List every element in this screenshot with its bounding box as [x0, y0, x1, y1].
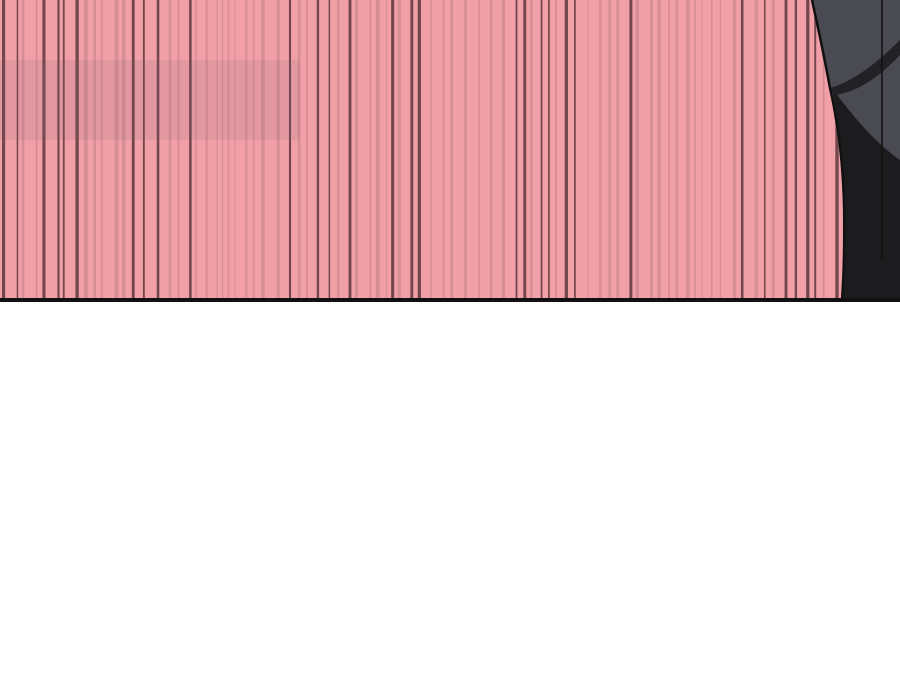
- stripe: [252, 0, 255, 298]
- stripe: [763, 0, 766, 298]
- stripe: [168, 0, 172, 298]
- stripe: [668, 0, 671, 298]
- stripe: [701, 0, 703, 298]
- stripe: [114, 0, 119, 298]
- stripe: [784, 0, 788, 298]
- comic-panel: [0, 0, 900, 302]
- stripe: [21, 0, 25, 298]
- stripe: [555, 0, 557, 298]
- stripe: [675, 0, 679, 298]
- background-shading: [0, 60, 300, 140]
- stripe: [564, 0, 568, 298]
- stripe: [375, 0, 380, 298]
- stripe: [216, 0, 218, 298]
- stripe: [62, 0, 65, 298]
- stripe: [42, 0, 46, 298]
- stripe: [740, 0, 744, 298]
- stripe: [710, 0, 713, 298]
- stripe: [195, 0, 197, 298]
- panel-artwork: [0, 0, 900, 302]
- stripe: [385, 0, 388, 298]
- stripe: [754, 0, 759, 298]
- stripe: [234, 0, 236, 298]
- stripe: [629, 0, 633, 298]
- dark-figure-shadow: [832, 88, 900, 300]
- blank-gutter: [0, 302, 900, 700]
- stripe: [57, 0, 60, 298]
- stripe: [429, 0, 432, 298]
- cloth-fold: [830, 40, 900, 95]
- stripe: [464, 0, 467, 298]
- stripe: [450, 0, 454, 298]
- stripe: [316, 0, 320, 298]
- stripe: [35, 0, 38, 298]
- stripe: [75, 0, 79, 298]
- stripe: [771, 0, 775, 298]
- stripe: [489, 0, 493, 298]
- stripe: [657, 0, 661, 298]
- stripe: [814, 0, 817, 298]
- stripe: [529, 0, 533, 298]
- stripe: [442, 0, 445, 298]
- stripe: [397, 0, 401, 298]
- stripe: [131, 0, 135, 298]
- stripe: [548, 0, 550, 298]
- stripe: [608, 0, 612, 298]
- stripe: [694, 0, 696, 298]
- stripe: [276, 0, 280, 298]
- stripe: [540, 0, 543, 298]
- stripe: [587, 0, 589, 298]
- stripe: [478, 0, 480, 298]
- stripe: [391, 0, 395, 298]
- panel-border: [0, 298, 900, 302]
- stripe: [719, 0, 722, 298]
- stripe: [806, 0, 810, 298]
- stripe: [598, 0, 602, 298]
- stripe: [121, 0, 126, 298]
- stripe: [306, 0, 308, 298]
- stripe: [2, 0, 6, 298]
- stripe: [100, 0, 103, 298]
- stripe: [189, 0, 192, 298]
- stripe: [501, 0, 505, 298]
- stripe: [574, 0, 576, 298]
- stripe: [348, 0, 352, 298]
- stripe: [523, 0, 527, 298]
- stripe: [635, 0, 639, 298]
- stripe: [354, 0, 359, 298]
- stripe: [93, 0, 97, 298]
- stripe: [822, 0, 825, 298]
- stripe: [337, 0, 340, 298]
- stripe: [261, 0, 265, 298]
- stripe: [16, 0, 19, 298]
- stripe: [83, 0, 88, 298]
- stripe: [369, 0, 372, 298]
- stripe: [288, 0, 292, 298]
- stripe: [835, 0, 839, 298]
- stripe: [245, 0, 248, 298]
- stripe: [156, 0, 160, 298]
- stripe: [328, 0, 331, 298]
- pink-striped-background: [0, 0, 900, 300]
- stripe: [177, 0, 180, 298]
- stripe: [142, 0, 145, 298]
- stripe: [227, 0, 230, 298]
- stripe: [616, 0, 620, 298]
- stripe: [221, 0, 224, 298]
- stripe: [410, 0, 414, 298]
- speed-line-stripes: [2, 0, 839, 298]
- figure-outline: [810, 0, 846, 301]
- stripe: [515, 0, 518, 298]
- stripe: [732, 0, 737, 298]
- stripe: [205, 0, 208, 298]
- stripe: [649, 0, 653, 298]
- stripe: [685, 0, 690, 298]
- stripe: [417, 0, 422, 298]
- stripe: [794, 0, 798, 298]
- stripe: [297, 0, 301, 298]
